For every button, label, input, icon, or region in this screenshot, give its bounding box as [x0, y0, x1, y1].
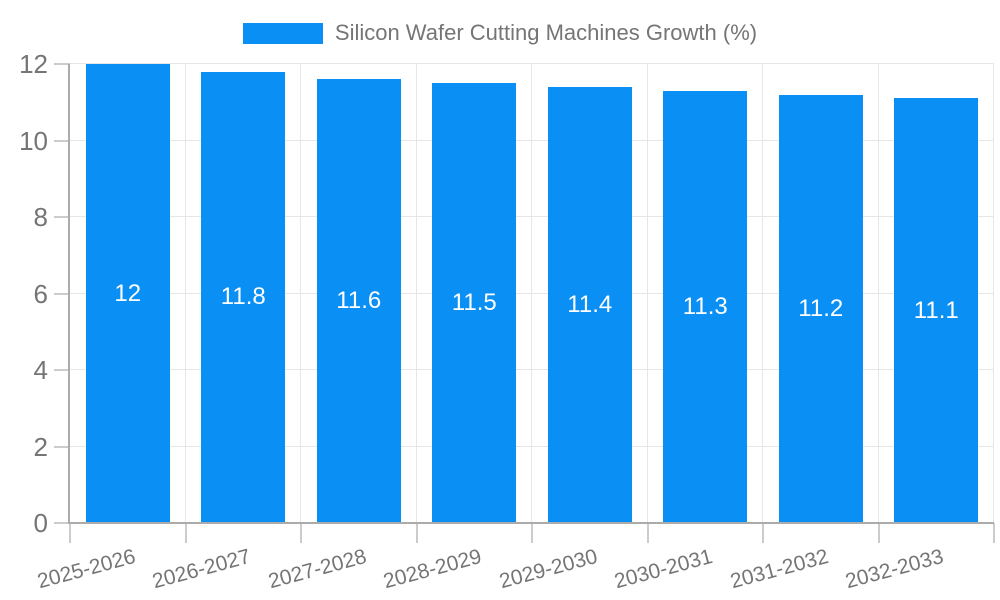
x-axis-category-label: 2029-2030 [496, 545, 600, 594]
gridline-horizontal [70, 292, 994, 294]
gridline-vertical [300, 64, 301, 523]
y-axis-tick [54, 292, 70, 295]
legend-swatch [242, 22, 323, 44]
legend: Silicon Wafer Cutting Machines Growth (%… [0, 20, 1000, 46]
y-axis-tick [54, 216, 70, 218]
x-axis-category-label: 2026-2027 [150, 545, 254, 594]
x-axis-tick [184, 523, 187, 543]
x-axis-category-label: 2028-2029 [381, 545, 485, 594]
x-axis-tick [69, 523, 71, 543]
bar: 11.6 [316, 79, 401, 523]
gridline-horizontal [70, 63, 994, 64]
bar-value-label: 11.4 [567, 290, 613, 318]
y-axis-tick [54, 522, 70, 524]
bar-value-label: 11.2 [798, 294, 844, 322]
y-axis-line [68, 64, 70, 523]
x-axis-tick [877, 523, 880, 543]
x-axis-category-label: 2030-2031 [612, 545, 716, 594]
x-axis-baseline [68, 522, 994, 524]
y-axis-tick-label: 0 [33, 508, 48, 538]
x-axis-tick [646, 523, 649, 543]
x-axis-category-label: 2027-2028 [265, 545, 369, 594]
y-axis-tick-label: 4 [33, 355, 48, 385]
x-axis-tick [300, 523, 302, 543]
bar: 12 [85, 64, 170, 523]
x-axis-category-label: 2031-2032 [727, 545, 831, 594]
y-axis-tick-label: 6 [33, 278, 48, 309]
gridline-horizontal [70, 139, 994, 141]
bar: 11.4 [547, 86, 632, 523]
y-axis-tick [54, 139, 70, 142]
bar: 11.2 [778, 94, 863, 523]
x-axis-category-label: 2032-2033 [843, 545, 947, 594]
legend-label: Silicon Wafer Cutting Machines Growth (%… [334, 20, 758, 45]
gridline-horizontal [70, 216, 994, 217]
bar-value-label: 11.3 [682, 292, 728, 320]
y-axis-tick-label: 8 [33, 202, 48, 232]
bar-value-label: 11.8 [220, 283, 266, 311]
x-axis-tick [762, 523, 764, 543]
bar-value-label: 12 [114, 279, 142, 307]
gridline-horizontal [70, 369, 994, 370]
bar: 11.5 [432, 83, 517, 523]
x-axis-tick [531, 523, 533, 543]
bar: 11.1 [894, 98, 979, 523]
bar-value-label: 11.5 [451, 289, 497, 317]
y-axis-tick-label: 10 [19, 125, 48, 156]
gridline-horizontal [70, 445, 994, 447]
x-axis-tick [415, 523, 418, 543]
gridline-vertical [762, 64, 763, 523]
x-axis-tick [993, 523, 995, 543]
gridline-vertical [184, 64, 186, 523]
bar: 11.8 [201, 71, 286, 523]
y-axis-tick-label: 2 [33, 431, 48, 462]
bar: 11.3 [663, 90, 748, 523]
bar-value-label: 11.6 [336, 287, 382, 315]
gridline-vertical [531, 64, 532, 523]
y-axis-tick-label: 12 [19, 49, 48, 79]
gridline-vertical [415, 64, 417, 523]
gridline-vertical [646, 64, 648, 523]
y-axis-tick [54, 369, 70, 371]
bar-value-label: 11.1 [913, 296, 959, 324]
gridline-vertical [877, 64, 879, 523]
y-axis-tick [54, 445, 70, 448]
gridline-vertical [993, 64, 994, 523]
x-axis-category-label: 2025-2026 [34, 545, 138, 594]
y-axis-tick [54, 63, 70, 65]
